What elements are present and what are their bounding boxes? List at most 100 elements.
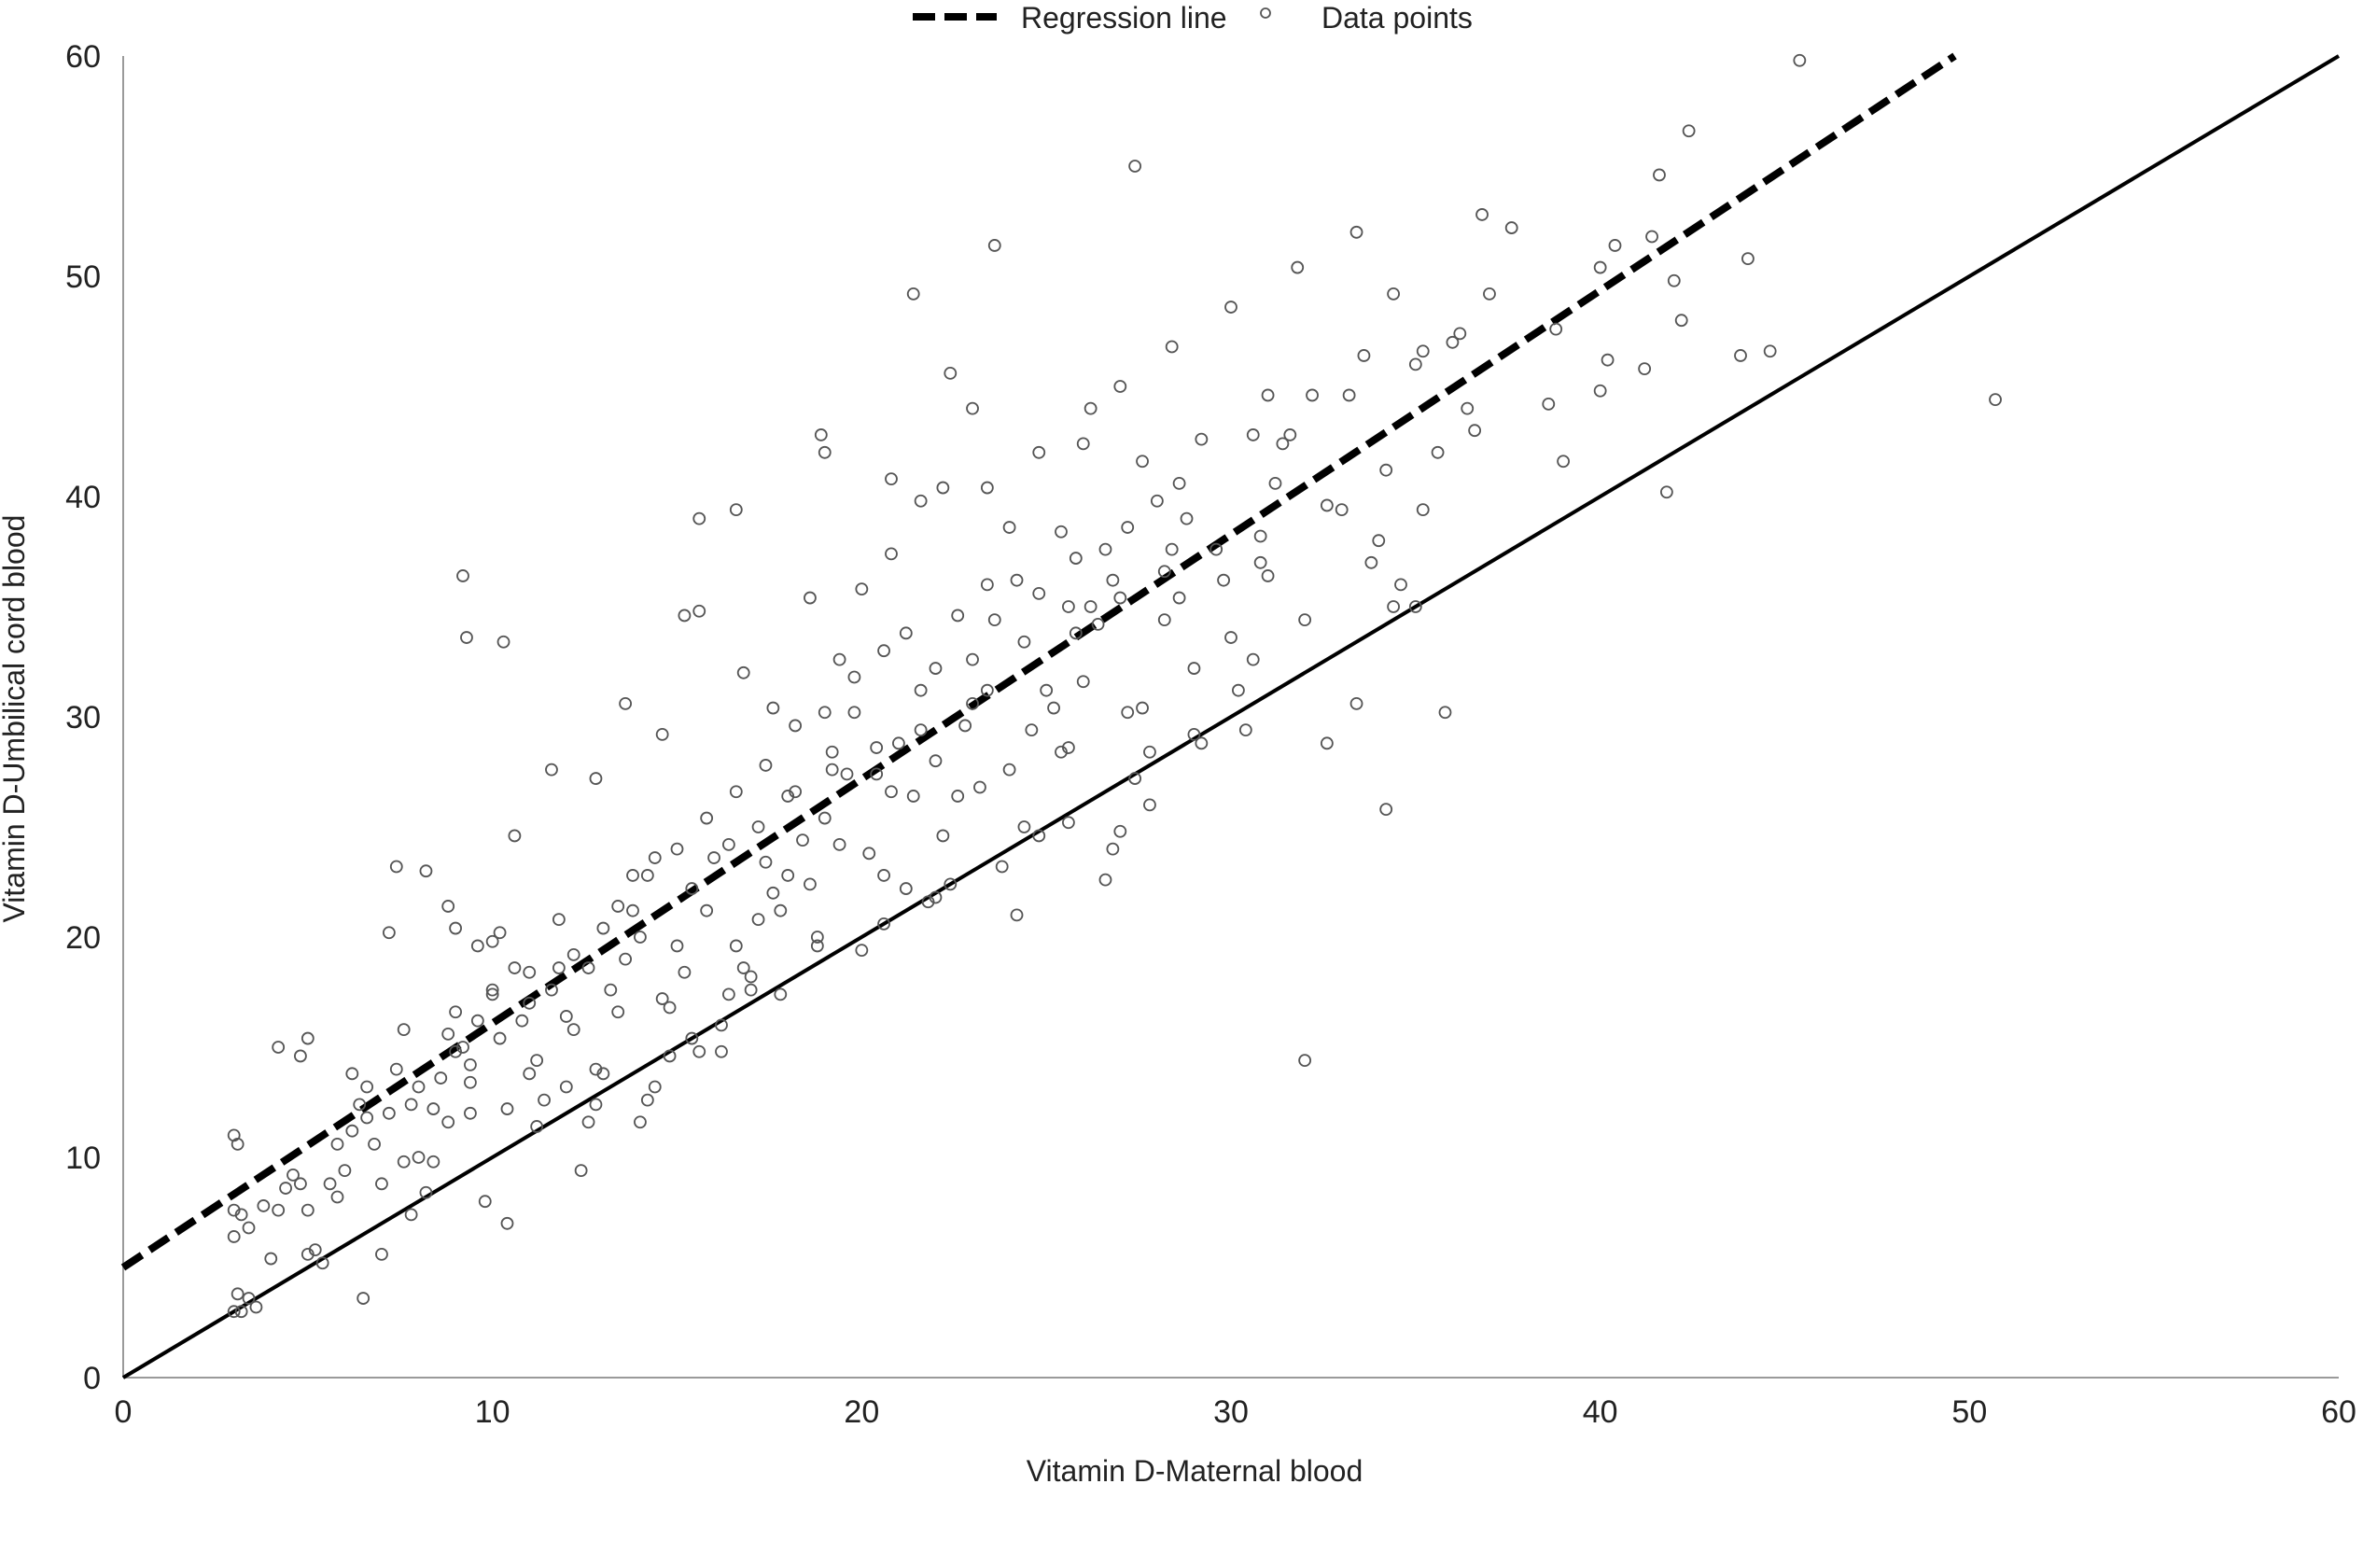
- data-point: [906, 287, 920, 301]
- data-point: [1461, 401, 1475, 415]
- data-point: [885, 472, 898, 486]
- data-point: [1667, 273, 1681, 287]
- data-point: [552, 961, 566, 974]
- data-point: [825, 763, 839, 777]
- data-point: [1601, 353, 1615, 367]
- data-point: [958, 719, 972, 733]
- data-point: [692, 604, 706, 618]
- data-point: [906, 790, 920, 803]
- data-point: [832, 652, 846, 666]
- data-point: [470, 1014, 484, 1028]
- data-point: [611, 1005, 625, 1019]
- data-point: [678, 965, 692, 979]
- data-point: [1157, 565, 1171, 579]
- data-point: [1387, 600, 1400, 613]
- data-point: [818, 706, 832, 720]
- data-point: [1659, 485, 1673, 499]
- data-point: [1040, 683, 1054, 697]
- data-point: [670, 939, 684, 953]
- data-point: [744, 970, 758, 984]
- data-point: [1113, 380, 1127, 393]
- data-point: [619, 952, 633, 966]
- data-point: [692, 1044, 706, 1058]
- data-point: [1098, 873, 1112, 887]
- data-point: [1010, 573, 1024, 587]
- data-point: [404, 1098, 418, 1112]
- data-point: [530, 1054, 544, 1068]
- data-point: [389, 860, 403, 874]
- data-point: [634, 1115, 647, 1129]
- y-tick-label: 50: [65, 259, 101, 295]
- data-point: [1387, 287, 1400, 301]
- data-point: [441, 1115, 455, 1129]
- data-point: [485, 987, 499, 1001]
- data-point: [493, 1031, 507, 1045]
- data-point: [929, 754, 943, 768]
- data-point: [456, 1041, 469, 1054]
- data-point: [1608, 239, 1622, 252]
- data-point: [1298, 1054, 1312, 1068]
- data-point: [1150, 494, 1164, 508]
- data-point: [1121, 521, 1135, 534]
- data-point: [626, 903, 639, 917]
- data-point: [1106, 842, 1120, 856]
- data-point: [552, 913, 566, 927]
- data-point: [523, 965, 537, 979]
- data-point: [1113, 591, 1127, 605]
- data-point: [1261, 388, 1275, 402]
- data-point: [648, 1080, 662, 1094]
- data-point: [715, 1044, 728, 1058]
- data-point: [1379, 463, 1393, 477]
- data-point: [973, 780, 986, 794]
- data-point: [345, 1124, 359, 1138]
- data-point: [227, 1230, 241, 1243]
- data-point: [818, 811, 832, 825]
- data-point: [804, 591, 817, 605]
- data-point: [751, 820, 765, 833]
- data-point: [294, 1177, 307, 1191]
- data-point: [744, 983, 758, 997]
- data-point: [382, 1106, 396, 1120]
- y-tick-label: 0: [83, 1361, 101, 1396]
- data-point: [877, 644, 890, 658]
- data-point: [589, 772, 603, 785]
- data-point: [640, 869, 654, 882]
- data-point: [877, 869, 890, 882]
- data-point: [966, 652, 979, 666]
- data-point: [885, 547, 898, 561]
- data-point: [1342, 388, 1356, 402]
- data-point: [1032, 586, 1046, 600]
- data-point: [1593, 384, 1607, 398]
- data-point: [685, 882, 699, 895]
- data-point: [1557, 455, 1570, 469]
- data-point: [1143, 798, 1156, 812]
- data-point: [789, 785, 803, 799]
- data-point: [523, 996, 537, 1010]
- data-point: [966, 696, 979, 710]
- data-point: [604, 983, 618, 997]
- data-point: [596, 1067, 610, 1081]
- data-point: [1136, 455, 1149, 469]
- data-point: [870, 767, 884, 781]
- data-point: [227, 1203, 241, 1217]
- y-tick-label: 60: [65, 39, 101, 75]
- x-tick-label: 60: [2321, 1394, 2356, 1430]
- data-point: [1283, 428, 1297, 441]
- data-point: [360, 1111, 374, 1125]
- data-point: [1682, 124, 1696, 138]
- data-point: [1542, 397, 1556, 411]
- data-point: [634, 931, 647, 944]
- data-point: [272, 1041, 286, 1054]
- data-point: [589, 1098, 603, 1112]
- data-point: [1364, 555, 1378, 569]
- data-point: [493, 926, 507, 940]
- data-point: [619, 696, 633, 710]
- data-point: [1055, 525, 1068, 539]
- data-point: [1121, 706, 1135, 720]
- x-tick-label: 50: [1951, 1394, 1987, 1430]
- data-point: [470, 939, 484, 953]
- data-point: [1209, 542, 1223, 556]
- data-point: [721, 987, 735, 1001]
- data-point: [1268, 476, 1282, 490]
- data-point: [1276, 437, 1290, 451]
